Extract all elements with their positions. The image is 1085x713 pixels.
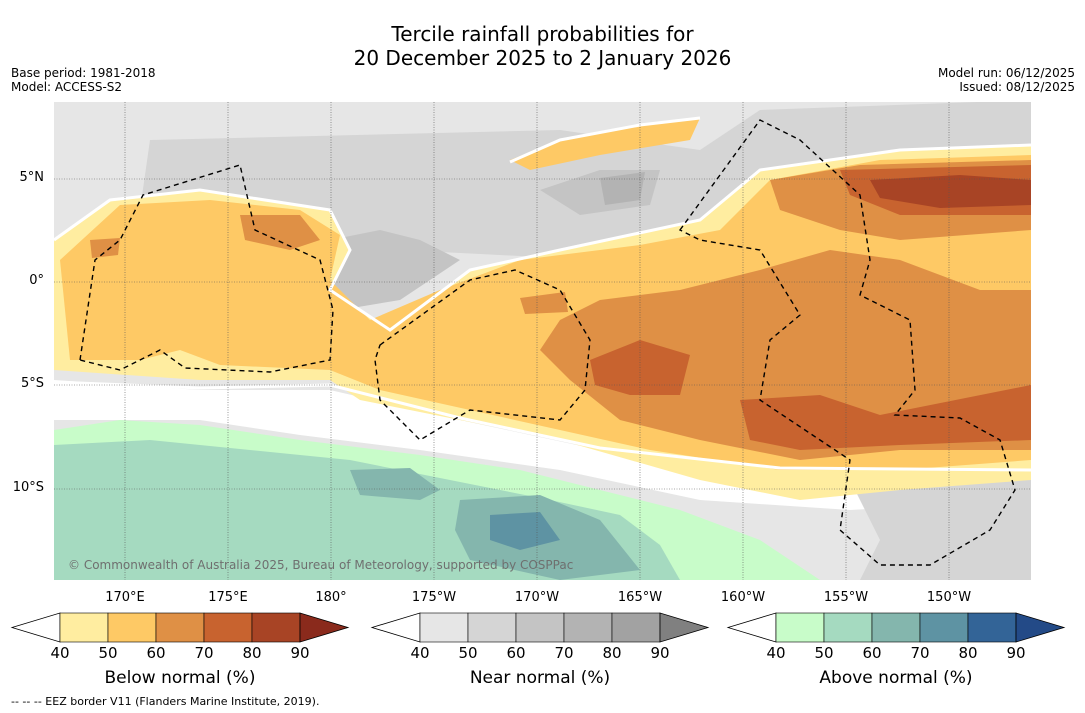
near-normal-70: [600, 172, 645, 205]
map-plot-area: [54, 102, 1031, 580]
lat-label-10s: 10°S: [12, 480, 44, 495]
gridlines: [54, 102, 1031, 580]
colorbar-below: [10, 612, 350, 643]
colorbar-segment: [775, 612, 825, 643]
copyright-text: © Commonwealth of Australia 2025, Bureau…: [68, 558, 574, 572]
model-name: Model: ACCESS-S2: [11, 80, 123, 94]
colorbar-max-arrow: [1015, 612, 1066, 643]
lon-label-155w: 155°W: [823, 590, 869, 605]
colorbar-segment: [203, 612, 253, 643]
colorbar-segment: [59, 612, 109, 643]
below-normal-70b: [740, 385, 1031, 450]
base-period: Base period: 1981-2018: [11, 66, 156, 80]
model-run: Model run: 06/12/2025: [937, 66, 1075, 80]
near-normal-south: [850, 470, 1031, 580]
eez-borders: [79, 119, 1016, 566]
colorbar-tick-label: 80: [242, 644, 262, 662]
colorbar-min-arrow: [726, 612, 777, 643]
colorbar-above: [726, 612, 1066, 643]
colorbar-tick-label: 60: [146, 644, 166, 662]
colorbar-segment: [515, 612, 565, 643]
colorbar-segment: [823, 612, 873, 643]
footer-eez-note: -- -- -- EEZ border V11 (Flanders Marine…: [11, 695, 320, 708]
below-normal-60-west2: [90, 238, 120, 258]
lon-label-170e: 170°E: [105, 590, 145, 605]
map-title: Tercile rainfall probabilities for 20 De…: [0, 22, 1085, 70]
colorbar-tick-label: 70: [910, 644, 930, 662]
colorbar-tick-label: 80: [958, 644, 978, 662]
colorbar-max-arrow: [299, 612, 350, 643]
lon-label-175e: 175°E: [208, 590, 248, 605]
lon-label-165w: 165°W: [617, 590, 663, 605]
lat-label-5n: 5°N: [19, 170, 45, 185]
contour-line-1: [54, 143, 1031, 332]
colorbar-tick-label: 50: [458, 644, 478, 662]
colorbar-segment: [919, 612, 969, 643]
colorbar-tick-label: 90: [650, 644, 670, 662]
meta-right: Model run: 06/12/2025 Issued: 08/12/2025: [938, 66, 1075, 94]
below-normal-60: [540, 250, 1031, 460]
above-normal-70: [490, 512, 560, 550]
colorbar-segment: [251, 612, 301, 643]
meta-left: Base period: 1981-2018 Model: ACCESS-S2: [11, 66, 156, 94]
lon-label-175w: 175°W: [411, 590, 457, 605]
lat-label-0: 0°: [29, 273, 44, 288]
colorbar-segment: [419, 612, 469, 643]
colorbar-tick-label: 70: [554, 644, 574, 662]
colorbar-tick-label: 50: [98, 644, 118, 662]
colorbar-tick-label: 90: [1006, 644, 1026, 662]
colorbar-min-arrow: [370, 612, 421, 643]
below-normal-60-west: [240, 215, 320, 250]
colorbar-tick-label: 40: [410, 644, 430, 662]
lat-label-5s: 5°S: [20, 376, 44, 391]
colorbar-near: [370, 612, 710, 643]
colorbar-near-title: Near normal (%): [469, 668, 611, 688]
title-line-2: 20 December 2025 to 2 January 2026: [353, 46, 732, 70]
lon-label-170w: 170°W: [514, 590, 560, 605]
colorbar-above-title: Above normal (%): [819, 668, 973, 688]
colorbar-segment: [563, 612, 613, 643]
lon-label-150w: 150°W: [926, 590, 972, 605]
colorbar-segment: [611, 612, 661, 643]
colorbar-segment: [155, 612, 205, 643]
lon-label-160w: 160°W: [720, 590, 766, 605]
colorbar-segment: [967, 612, 1017, 643]
colorbar-below-title: Below normal (%): [104, 668, 256, 688]
issued-date: Issued: 08/12/2025: [959, 80, 1075, 94]
below-normal-80-north: [870, 175, 1031, 208]
colorbar-segment: [871, 612, 921, 643]
colorbar-tick-label: 80: [602, 644, 622, 662]
colorbar-tick-label: 60: [862, 644, 882, 662]
colorbar-min-arrow: [10, 612, 61, 643]
above-normal-60: [350, 468, 440, 500]
colorbar-segment: [107, 612, 157, 643]
contour-line-2: [54, 380, 1031, 472]
contour-line-3: [509, 116, 701, 164]
colorbar-tick-label: 50: [814, 644, 834, 662]
title-line-1: Tercile rainfall probabilities for: [391, 22, 694, 46]
colorbar-max-arrow: [659, 612, 710, 643]
colorbar-segment: [467, 612, 517, 643]
colorbar-tick-label: 90: [290, 644, 310, 662]
colorbar-tick-label: 60: [506, 644, 526, 662]
below-normal-50-north: [510, 118, 700, 170]
below-normal-60-mid: [520, 292, 568, 314]
lon-label-180: 180°: [315, 590, 347, 605]
colorbar-tick-label: 70: [194, 644, 214, 662]
colorbar-tick-label: 40: [766, 644, 786, 662]
colorbar-tick-label: 40: [50, 644, 70, 662]
